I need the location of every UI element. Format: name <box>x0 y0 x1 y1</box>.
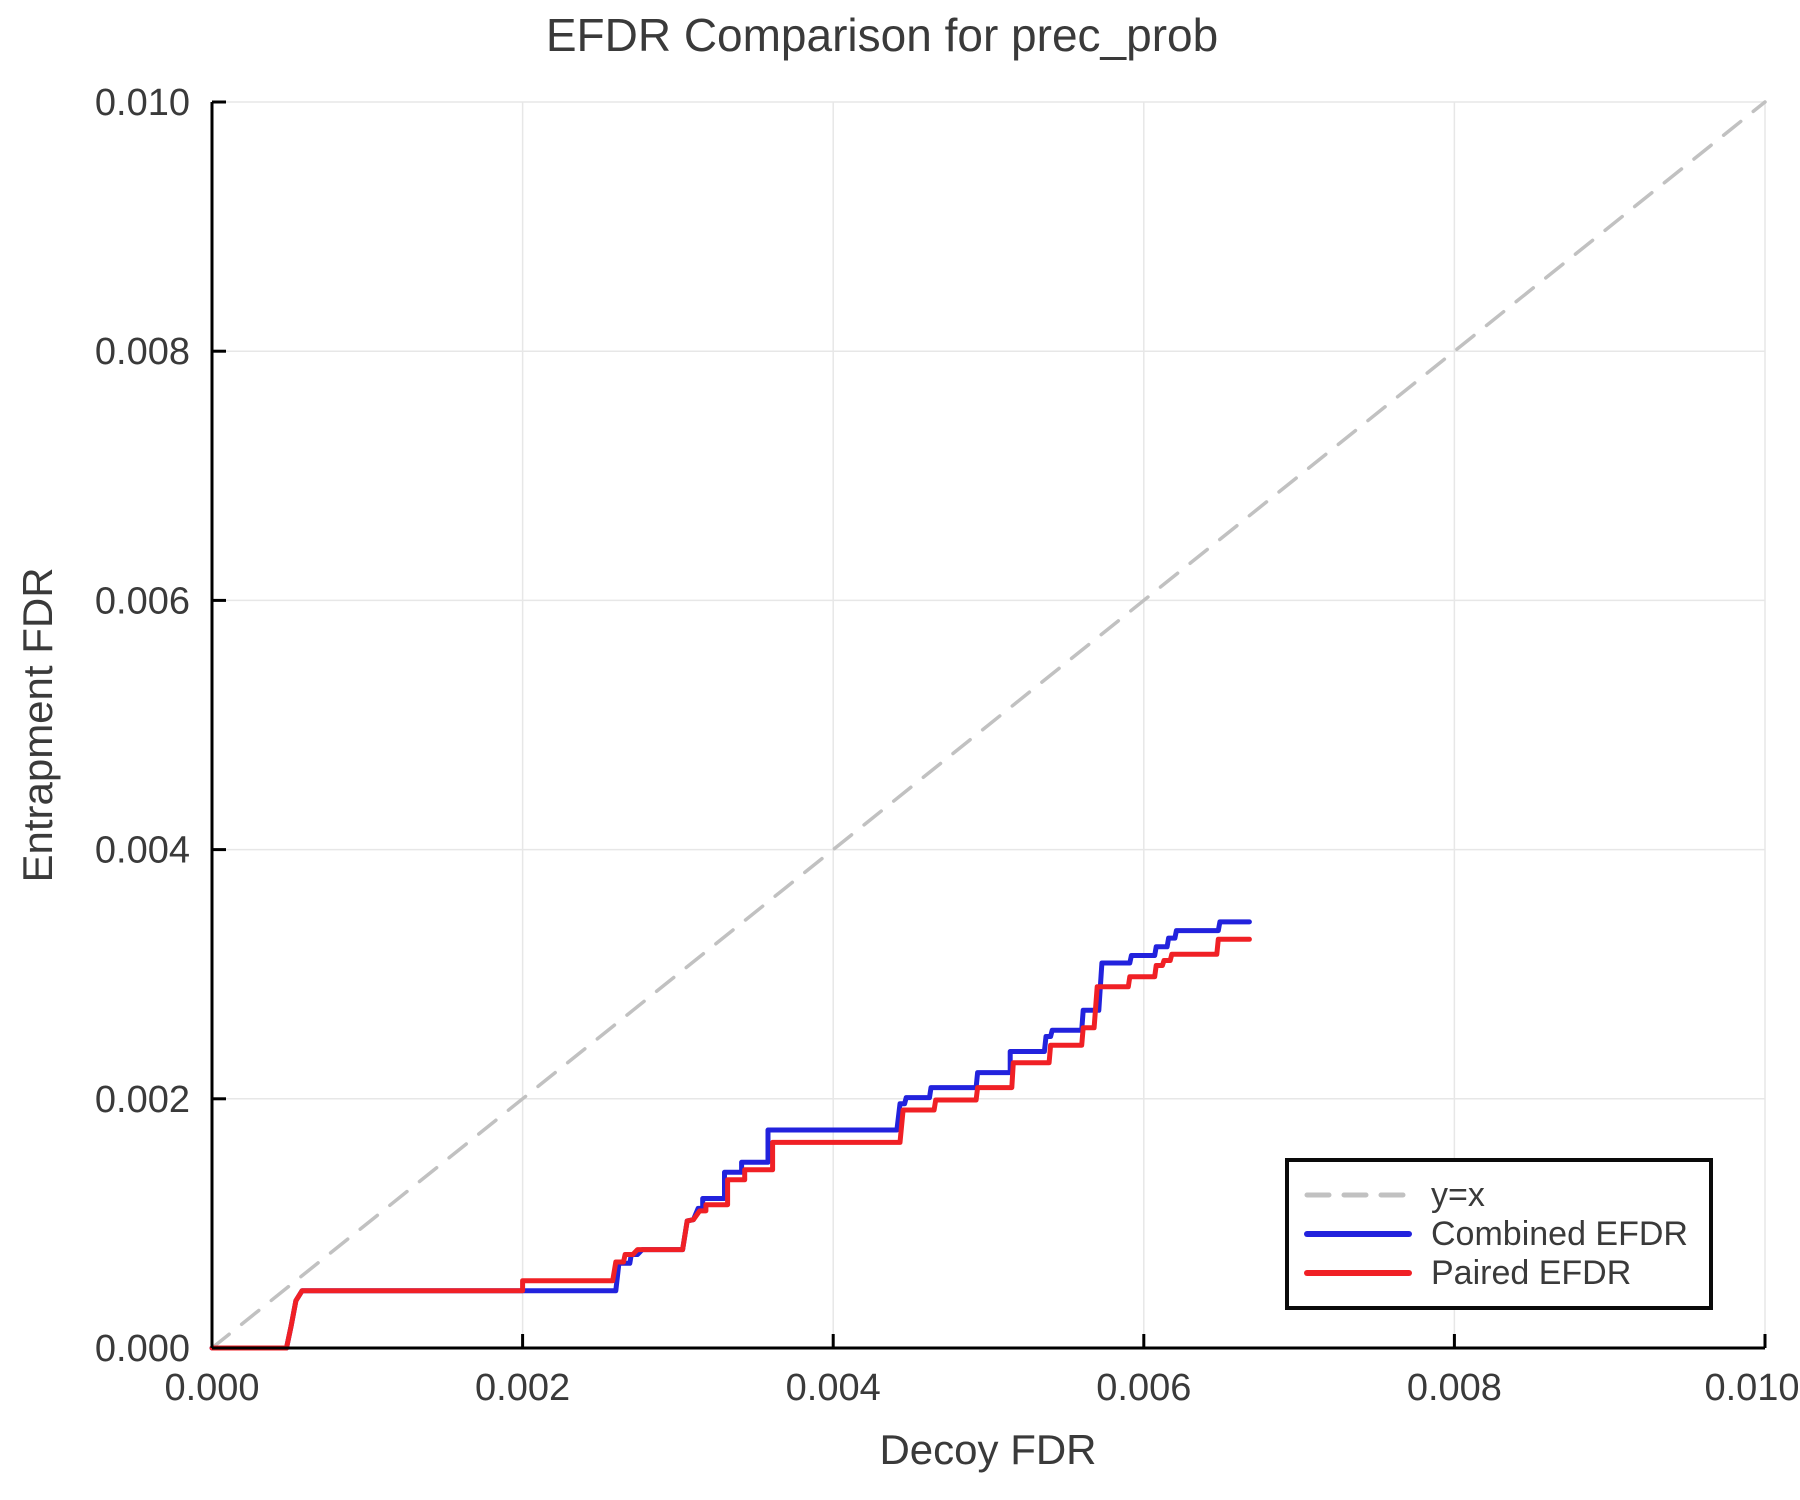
legend: y=x Combined EFDR Paired EFDR <box>1285 1158 1713 1310</box>
x-tick-label: 0.008 <box>1407 1367 1502 1409</box>
chart-title: EFDR Comparison for prec_prob <box>545 9 1219 61</box>
legend-label-combined: Combined EFDR <box>1431 1215 1688 1253</box>
x-tick-label: 0.002 <box>475 1367 570 1409</box>
y-tick-label: 0.002 <box>95 1079 190 1121</box>
legend-label-yx: y=x <box>1431 1176 1485 1214</box>
y-tick-label: 0.010 <box>95 82 190 124</box>
blue-line-sample-icon <box>1304 1231 1412 1237</box>
red-line-sample-icon <box>1304 1270 1412 1276</box>
legend-item-yx: y=x <box>1303 1177 1709 1214</box>
x-tick-label: 0.000 <box>164 1367 259 1409</box>
legend-label-paired: Paired EFDR <box>1431 1254 1632 1292</box>
series-paired-efdr <box>209 936 1252 1351</box>
x-tick-label: 0.006 <box>1096 1367 1191 1409</box>
x-tick-label: 0.004 <box>786 1367 881 1409</box>
dashed-line-sample-icon <box>1304 1192 1412 1198</box>
series-y-x <box>210 100 1767 1350</box>
y-tick-label: 0.008 <box>95 331 190 373</box>
x-tick-label: 0.010 <box>1704 1367 1799 1409</box>
x-axis-label: Decoy FDR <box>879 1426 1097 1473</box>
legend-item-paired: Paired EFDR <box>1303 1255 1709 1292</box>
y-tick-label: 0.000 <box>95 1328 190 1370</box>
y-tick-label: 0.006 <box>95 580 190 622</box>
y-tick-label: 0.004 <box>95 830 190 872</box>
legend-item-combined: Combined EFDR <box>1303 1216 1709 1253</box>
series-combined-efdr <box>209 919 1252 1351</box>
